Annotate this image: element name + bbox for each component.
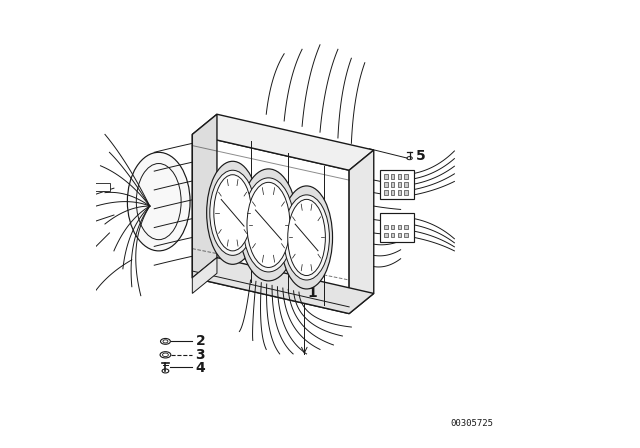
- Ellipse shape: [284, 195, 330, 280]
- Bar: [391, 190, 394, 195]
- Text: 4: 4: [195, 361, 205, 375]
- Ellipse shape: [207, 161, 259, 264]
- Bar: [397, 174, 401, 179]
- Bar: [384, 174, 388, 179]
- Ellipse shape: [127, 152, 190, 251]
- Bar: [391, 182, 394, 187]
- Polygon shape: [380, 170, 414, 199]
- Bar: [391, 174, 394, 179]
- Polygon shape: [380, 213, 414, 242]
- Bar: [404, 190, 408, 195]
- FancyBboxPatch shape: [95, 183, 110, 191]
- Polygon shape: [192, 114, 374, 170]
- Bar: [391, 225, 394, 229]
- Bar: [404, 174, 408, 179]
- Bar: [384, 190, 388, 195]
- Bar: [397, 233, 401, 237]
- Ellipse shape: [288, 199, 325, 276]
- Bar: [404, 225, 408, 229]
- Bar: [384, 225, 388, 229]
- Ellipse shape: [243, 178, 294, 272]
- Bar: [397, 182, 401, 187]
- Ellipse shape: [239, 169, 298, 281]
- Text: 2: 2: [195, 334, 205, 349]
- Bar: [391, 233, 394, 237]
- Polygon shape: [349, 150, 374, 314]
- Bar: [404, 182, 408, 187]
- Polygon shape: [192, 114, 217, 278]
- Bar: [404, 233, 408, 237]
- Bar: [384, 233, 388, 237]
- Text: 5: 5: [416, 149, 426, 163]
- Ellipse shape: [214, 175, 252, 251]
- Polygon shape: [192, 134, 349, 314]
- Polygon shape: [192, 258, 374, 314]
- Text: 00305725: 00305725: [451, 419, 494, 428]
- Bar: [397, 190, 401, 195]
- Polygon shape: [192, 258, 217, 293]
- Ellipse shape: [210, 170, 255, 255]
- Ellipse shape: [280, 186, 333, 289]
- Bar: [397, 225, 401, 229]
- Bar: [384, 182, 388, 187]
- Text: 1: 1: [307, 286, 317, 301]
- Text: 3: 3: [195, 348, 205, 362]
- Ellipse shape: [247, 182, 290, 267]
